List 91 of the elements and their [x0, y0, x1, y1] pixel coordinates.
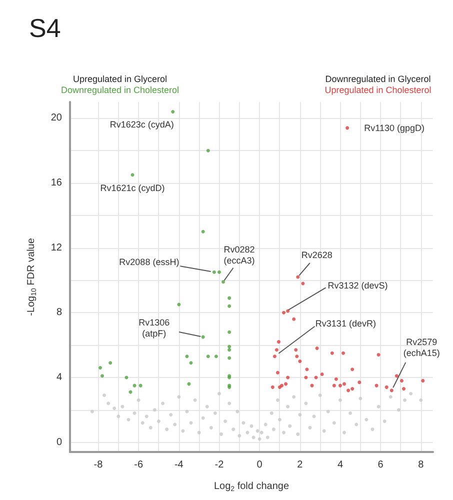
point	[228, 348, 232, 352]
point	[301, 282, 305, 286]
point	[201, 230, 205, 234]
point	[298, 360, 302, 364]
y-tick-label: 16	[50, 178, 62, 189]
annotation: Rv2088 (essH)	[119, 257, 180, 268]
point	[108, 361, 112, 365]
point	[201, 335, 205, 339]
point	[350, 387, 354, 391]
annotation: Rv3131 (devR)	[315, 318, 376, 328]
point	[228, 344, 232, 348]
point	[206, 354, 210, 358]
point	[342, 351, 346, 355]
point	[272, 354, 276, 358]
annotation: Rv2579 (echA15)	[403, 336, 440, 358]
point	[342, 382, 346, 386]
point	[206, 148, 210, 152]
point	[394, 374, 398, 378]
text: Downregulated in Glycerol	[325, 74, 431, 84]
point	[384, 385, 388, 389]
point	[228, 304, 232, 308]
point	[320, 372, 324, 376]
point	[217, 270, 221, 274]
point	[214, 354, 218, 358]
point	[315, 346, 319, 350]
point	[334, 377, 338, 381]
point	[274, 348, 278, 352]
annotation: Rv1621c (cydD)	[100, 182, 165, 193]
point	[276, 370, 280, 374]
point	[295, 354, 299, 358]
point	[421, 378, 425, 382]
x-tick-label: -6	[134, 460, 144, 470]
annotation: Rv2628	[301, 250, 332, 260]
point	[98, 366, 102, 370]
point	[305, 368, 309, 372]
point	[284, 382, 288, 386]
x-tick-label: 6	[378, 460, 384, 470]
point	[189, 361, 193, 365]
point	[346, 126, 350, 130]
point	[130, 173, 134, 177]
point	[338, 384, 342, 388]
point	[350, 368, 354, 372]
text: Upregulated in Cholesterol	[324, 85, 432, 95]
x-tick-label: 2	[297, 460, 304, 470]
point	[100, 374, 104, 378]
point	[222, 280, 226, 284]
y-tick-label: 4	[56, 372, 62, 383]
point	[402, 387, 406, 391]
point	[185, 354, 189, 358]
point	[294, 348, 298, 352]
annotation: Rv3132 (devS)	[328, 280, 388, 291]
chart-title: S4	[29, 13, 61, 43]
point	[276, 340, 280, 344]
point	[138, 384, 142, 388]
text: Upregulated in Glycerol	[72, 74, 168, 84]
point	[400, 378, 404, 382]
point	[304, 376, 308, 380]
point	[296, 275, 300, 279]
x-tick-label: -2	[214, 460, 224, 470]
point	[376, 353, 380, 357]
x-tick-label: 0	[256, 460, 263, 470]
point	[332, 384, 336, 388]
point	[346, 388, 350, 392]
point	[228, 330, 232, 334]
annotation: Rv0282 (eccA3)	[224, 244, 255, 266]
y-tick-label: 12	[50, 242, 62, 254]
point	[292, 317, 296, 321]
point	[286, 376, 290, 380]
point	[212, 270, 216, 274]
x-tick-label: -8	[94, 460, 104, 470]
x-tick-label: 8	[418, 460, 424, 470]
point	[358, 380, 362, 384]
y-tick-label: 0	[56, 436, 62, 448]
point	[270, 385, 274, 389]
point	[228, 356, 232, 360]
y-tick-label: 8	[56, 307, 62, 318]
point	[282, 310, 286, 314]
y-tick-label: 20	[50, 112, 62, 124]
point	[390, 388, 394, 392]
x-tick-label: -4	[174, 460, 184, 470]
series-label: Downregulated in Cholesterol	[60, 85, 180, 95]
x-tick-label: 4	[337, 460, 344, 470]
annotation: Rv1130 (gpgD)	[364, 122, 424, 133]
annotation: Rv1306 (atpF)	[138, 317, 170, 338]
point	[278, 385, 282, 389]
point	[228, 296, 232, 300]
point	[286, 309, 290, 313]
point	[330, 351, 334, 355]
point	[177, 302, 181, 306]
point	[171, 110, 175, 114]
annotation: Rv1623c (cydA)	[110, 120, 174, 130]
